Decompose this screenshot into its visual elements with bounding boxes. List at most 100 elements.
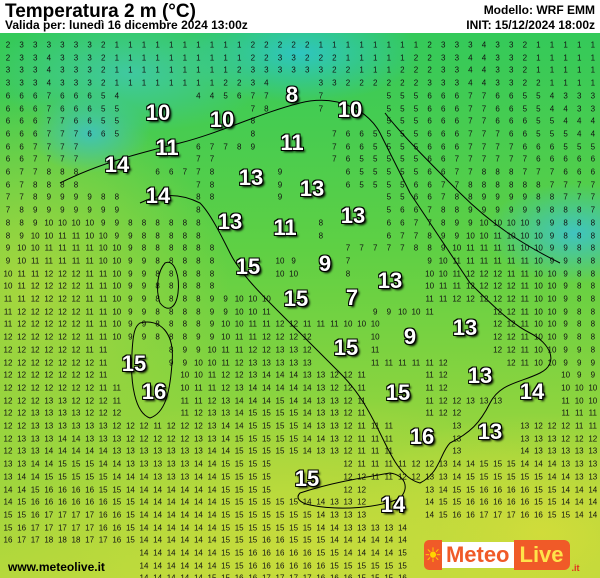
grid-value: 1 xyxy=(128,40,133,50)
grid-value: 14 xyxy=(57,446,67,456)
grid-value: 2 xyxy=(522,53,528,63)
grid-value: 9 xyxy=(563,319,568,329)
grid-value: 6 xyxy=(5,129,11,139)
city-temperature: 13 xyxy=(452,315,478,340)
grid-value: 3 xyxy=(19,65,24,75)
grid-value: 11 xyxy=(425,294,434,304)
grid-value: 14 xyxy=(85,446,95,456)
grid-value: 9 xyxy=(87,205,92,215)
grid-value: 9 xyxy=(87,192,92,202)
grid-value: 15 xyxy=(248,434,258,444)
grid-value: 11 xyxy=(112,383,121,393)
grid-value: 13 xyxy=(289,358,299,367)
grid-value: 12 xyxy=(465,269,475,279)
grid-value: 12 xyxy=(112,408,122,418)
grid-value: 1 xyxy=(576,78,582,88)
grid-value: 6 xyxy=(359,129,364,139)
grid-value: 16 xyxy=(479,485,489,494)
grid-value: 11 xyxy=(58,231,67,240)
grid-value: 6 xyxy=(386,231,392,240)
grid-value: 8 xyxy=(549,205,555,215)
grid-value: 14 xyxy=(261,396,271,406)
grid-value: 14 xyxy=(588,497,598,507)
grid-value: 12 xyxy=(166,434,176,444)
grid-value: 12 xyxy=(85,370,95,380)
grid-value: 1 xyxy=(141,53,147,63)
grid-value: 12 xyxy=(452,396,462,406)
grid-value: 11 xyxy=(58,256,67,266)
grid-value: 17 xyxy=(303,574,312,578)
grid-value: 4 xyxy=(468,78,473,88)
grid-value: 14 xyxy=(561,497,571,507)
grid-value: 15 xyxy=(397,548,407,558)
grid-value: 11 xyxy=(180,396,189,406)
grid-value: 12 xyxy=(302,345,312,355)
grid-value: 14 xyxy=(112,472,122,482)
grid-value: 12 xyxy=(57,319,67,329)
grid-value: 6 xyxy=(155,167,160,177)
city-temperature: 10 xyxy=(145,100,171,125)
grid-value: 13 xyxy=(17,434,27,444)
grid-value: 14 xyxy=(17,485,27,494)
grid-value: 11 xyxy=(520,281,529,291)
grid-value: 8 xyxy=(576,307,582,317)
grid-value: 14 xyxy=(316,434,326,444)
grid-value: 7 xyxy=(400,243,405,253)
grid-value: 15 xyxy=(221,535,231,545)
grid-value: 12 xyxy=(44,345,54,355)
grid-value: 11 xyxy=(371,434,380,444)
grid-value: 9 xyxy=(563,294,568,304)
grid-value: 14 xyxy=(302,421,312,431)
grid-value: 12 xyxy=(574,434,584,444)
grid-value: 13 xyxy=(302,370,312,380)
grid-value: 12 xyxy=(71,345,81,355)
grid-value: 14 xyxy=(316,497,326,507)
grid-value: 11 xyxy=(262,319,271,329)
grid-value: 15 xyxy=(261,408,271,418)
grid-value: 8 xyxy=(264,104,269,113)
grid-value: 11 xyxy=(99,281,108,291)
grid-value: 8 xyxy=(196,294,201,304)
grid-value: 11 xyxy=(384,434,393,444)
grid-value: 3 xyxy=(495,53,500,63)
grid-value: 1 xyxy=(155,53,160,63)
grid-value: 2 xyxy=(345,78,351,88)
grid-value: 15 xyxy=(275,408,285,418)
grid-value: 10 xyxy=(438,256,448,266)
grid-value: 14 xyxy=(153,535,163,545)
grid-value: 4 xyxy=(46,53,52,63)
grid-value: 15 xyxy=(547,497,557,507)
grid-value: 17 xyxy=(506,510,516,520)
grid-value: 16 xyxy=(302,561,312,571)
grid-value: 10 xyxy=(85,231,95,240)
grid-value: 10 xyxy=(493,218,503,228)
grid-value: 1 xyxy=(536,65,541,75)
grid-value: 8 xyxy=(590,319,596,329)
grid-value: 8 xyxy=(413,243,419,253)
grid-value: 10 xyxy=(275,269,285,279)
grid-value: 12 xyxy=(3,421,13,431)
grid-value: 15 xyxy=(533,485,543,494)
grid-value: 2 xyxy=(522,78,528,88)
grid-value: 4 xyxy=(563,116,568,126)
grid-value: 10 xyxy=(547,345,557,355)
grid-value: 2 xyxy=(332,65,337,75)
grid-value: 14 xyxy=(193,497,203,507)
grid-value: 10 xyxy=(533,294,543,304)
grid-value: 13 xyxy=(180,472,190,482)
grid-value: 12 xyxy=(85,383,95,393)
grid-value: 7 xyxy=(332,142,337,152)
grid-value: 5 xyxy=(359,154,364,164)
grid-value: 1 xyxy=(576,40,582,50)
grid-value: 11 xyxy=(44,243,53,253)
grid-value: 8 xyxy=(141,231,147,240)
grid-value: 15 xyxy=(465,485,475,494)
grid-value: 7 xyxy=(386,243,392,253)
grid-value: 13 xyxy=(533,446,543,456)
grid-value: 5 xyxy=(413,129,419,139)
grid-value: 14 xyxy=(125,472,135,482)
grid-value: 6 xyxy=(73,116,79,126)
grid-value: 8 xyxy=(563,205,568,215)
grid-value: 15 xyxy=(493,472,503,482)
grid-value: 8 xyxy=(141,218,147,228)
